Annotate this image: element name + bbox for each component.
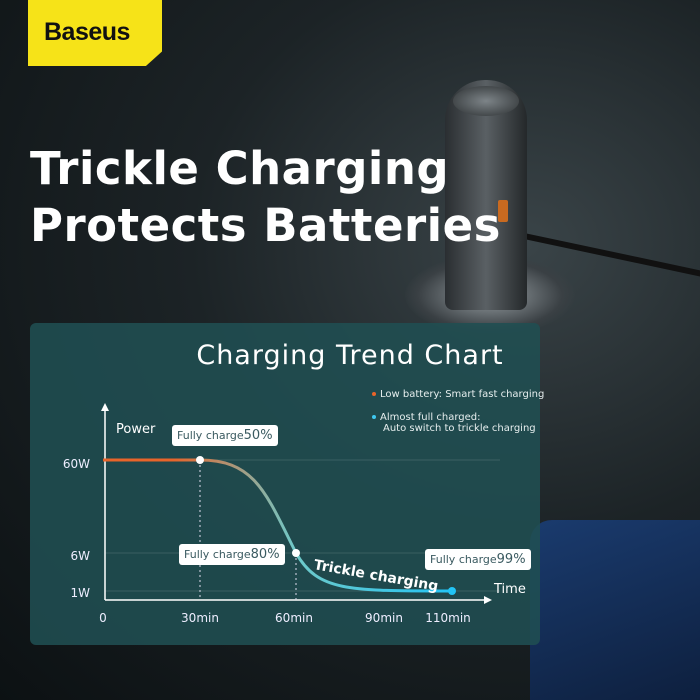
x-tick: 110min xyxy=(425,611,471,625)
x-tick: 30min xyxy=(181,611,219,625)
y-axis-label: Power xyxy=(116,422,156,437)
usb-port xyxy=(498,200,508,222)
phone-image xyxy=(530,520,700,700)
data-point xyxy=(448,587,456,595)
callout-prefix: Fully charge xyxy=(184,548,251,561)
legend-item-fast: Low battery: Smart fast charging xyxy=(372,389,544,400)
data-point xyxy=(292,549,300,557)
callout-80: Fully charge80% xyxy=(179,544,285,565)
legend-text: Almost full charged: xyxy=(380,412,481,423)
x-tick: 0 xyxy=(99,611,107,625)
x-axis-arrow xyxy=(484,596,492,604)
callout-value: 80% xyxy=(250,547,280,562)
legend-text: Low battery: Smart fast charging xyxy=(380,389,545,400)
y-tick: 1W xyxy=(70,586,91,600)
headline-line-1: Trickle Charging xyxy=(30,142,450,195)
x-tick: 60min xyxy=(275,611,313,625)
callout-prefix: Fully charge xyxy=(177,429,244,442)
data-point xyxy=(196,456,204,464)
y-tick: 6W xyxy=(70,549,91,563)
charger-socket-top xyxy=(453,86,519,116)
callout-50: Fully charge50% xyxy=(172,425,278,446)
brand-logo: Baseus xyxy=(28,0,162,66)
legend-item-trickle: Almost full charged: Auto switch to trick… xyxy=(372,412,536,434)
legend-text-2: Auto switch to trickle charging xyxy=(383,423,536,434)
x-tick: 90min xyxy=(365,611,403,625)
car-charger-image xyxy=(445,80,527,310)
callout-prefix: Fully charge xyxy=(430,553,497,566)
y-tick: 60W xyxy=(62,457,90,471)
callout-99: Fully charge99% xyxy=(425,549,531,570)
legend-dot-cyan xyxy=(372,415,376,419)
y-axis-arrow xyxy=(101,403,109,411)
callout-value: 50% xyxy=(243,428,273,443)
headline: Trickle Charging Protects Batteries xyxy=(30,140,501,254)
callout-value: 99% xyxy=(496,552,526,567)
headline-line-2: Protects Batteries xyxy=(30,199,501,252)
chart-title: Charging Trend Chart xyxy=(196,340,504,371)
legend-dot-orange xyxy=(372,392,376,396)
brand-name: Baseus xyxy=(44,18,130,46)
x-axis-label: Time xyxy=(494,582,526,597)
